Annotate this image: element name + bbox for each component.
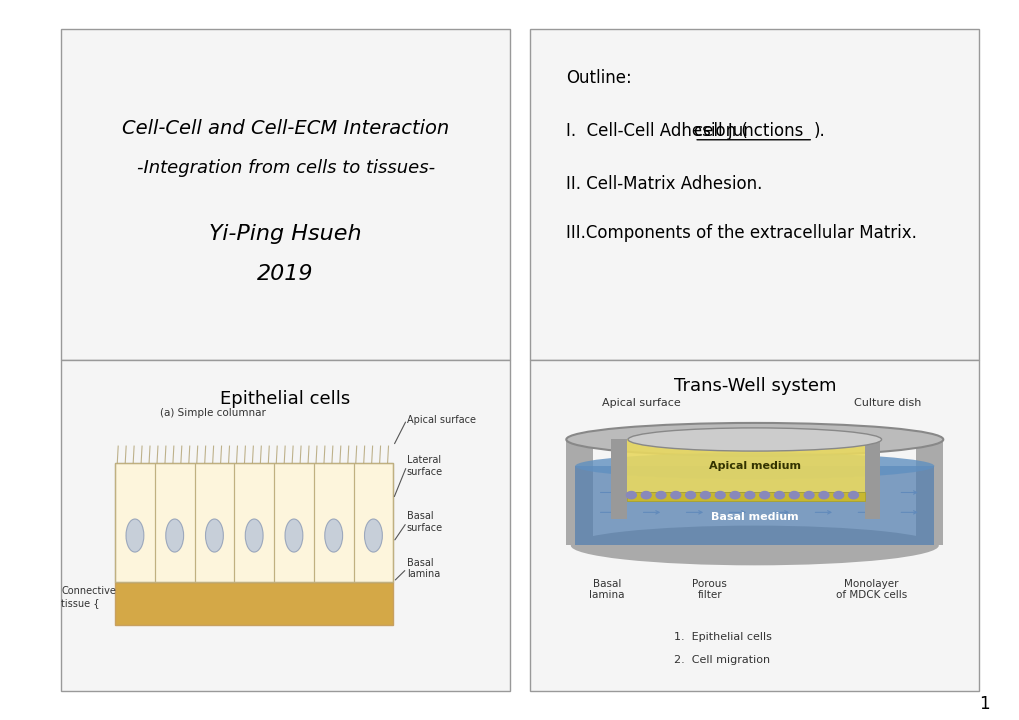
Text: I.  Cell-Cell Adhesion (: I. Cell-Cell Adhesion (	[566, 122, 747, 140]
Circle shape	[773, 492, 784, 499]
Text: Basal
lamina: Basal lamina	[588, 579, 624, 600]
Text: Apical surface: Apical surface	[601, 398, 681, 408]
Circle shape	[671, 492, 680, 499]
Bar	[115, 463, 393, 582]
Text: (a) Simple columnar: (a) Simple columnar	[160, 408, 266, 418]
Ellipse shape	[364, 519, 382, 552]
Bar	[627, 439, 864, 492]
Text: Porous
filter: Porous filter	[692, 579, 727, 600]
FancyBboxPatch shape	[530, 360, 978, 691]
Circle shape	[714, 492, 725, 499]
Text: 2.  Cell migration: 2. Cell migration	[674, 654, 769, 665]
Circle shape	[730, 492, 739, 499]
Circle shape	[818, 492, 828, 499]
Text: ).: ).	[812, 122, 824, 140]
Bar	[627, 492, 864, 501]
Text: II. Cell-Matrix Adhesion.: II. Cell-Matrix Adhesion.	[566, 174, 762, 192]
Text: Lateral
surface: Lateral surface	[407, 455, 442, 477]
Ellipse shape	[571, 526, 937, 565]
Circle shape	[641, 492, 650, 499]
Bar	[234, 463, 274, 582]
FancyBboxPatch shape	[566, 439, 593, 546]
Text: Outline:: Outline:	[566, 68, 632, 86]
Circle shape	[803, 492, 813, 499]
Ellipse shape	[165, 519, 183, 552]
FancyBboxPatch shape	[915, 439, 943, 546]
Text: Apical medium: Apical medium	[708, 461, 800, 471]
Text: Trans-Well system: Trans-Well system	[673, 377, 836, 395]
Bar	[575, 466, 933, 546]
Text: 1.  Epithelial cells: 1. Epithelial cells	[674, 631, 771, 642]
FancyBboxPatch shape	[530, 29, 978, 360]
Ellipse shape	[126, 519, 144, 552]
Ellipse shape	[566, 423, 943, 456]
Text: -Integration from cells to tissues-: -Integration from cells to tissues-	[137, 159, 434, 177]
Bar	[155, 463, 195, 582]
Circle shape	[655, 492, 665, 499]
Circle shape	[744, 492, 754, 499]
Ellipse shape	[205, 519, 223, 552]
Text: Epithelial cells: Epithelial cells	[220, 390, 351, 408]
Circle shape	[789, 492, 799, 499]
Bar	[195, 463, 234, 582]
Text: Yi-Ping Hsueh: Yi-Ping Hsueh	[209, 224, 362, 244]
Circle shape	[833, 492, 843, 499]
Bar	[115, 582, 393, 625]
Circle shape	[759, 492, 769, 499]
Circle shape	[626, 492, 636, 499]
Bar	[354, 463, 393, 582]
Ellipse shape	[628, 428, 880, 451]
Ellipse shape	[575, 453, 933, 480]
Text: Monolayer
of MDCK cells: Monolayer of MDCK cells	[835, 579, 906, 600]
Text: Culture dish: Culture dish	[853, 398, 920, 408]
FancyBboxPatch shape	[61, 29, 510, 360]
Text: Cell-Cell and Cell-ECM Interaction: Cell-Cell and Cell-ECM Interaction	[122, 119, 448, 138]
Bar	[274, 463, 314, 582]
Text: Basal medium: Basal medium	[710, 513, 798, 522]
Text: 2019: 2019	[257, 264, 314, 284]
Circle shape	[685, 492, 695, 499]
Text: Connective
tissue {: Connective tissue {	[61, 586, 116, 608]
Text: 1: 1	[978, 695, 988, 713]
Text: cell Junctions: cell Junctions	[694, 122, 803, 140]
Bar	[115, 463, 155, 582]
Text: III.Components of the extracellular Matrix.: III.Components of the extracellular Matr…	[566, 224, 916, 242]
Text: Basal
surface: Basal surface	[407, 511, 442, 533]
Circle shape	[848, 492, 858, 499]
Bar	[314, 463, 354, 582]
Ellipse shape	[284, 519, 303, 552]
Text: Apical surface: Apical surface	[407, 415, 475, 425]
Bar	[864, 439, 879, 519]
Text: Basal
lamina: Basal lamina	[407, 558, 439, 580]
Circle shape	[700, 492, 709, 499]
Ellipse shape	[324, 519, 342, 552]
FancyBboxPatch shape	[61, 360, 510, 691]
Ellipse shape	[245, 519, 263, 552]
Bar	[610, 439, 627, 519]
